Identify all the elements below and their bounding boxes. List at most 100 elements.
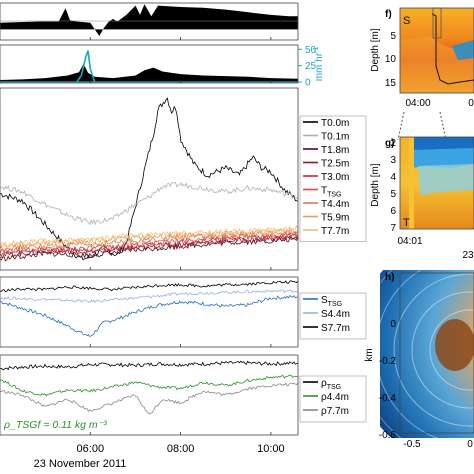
legend-entry: T2.5m bbox=[321, 159, 349, 170]
series-line bbox=[0, 233, 298, 257]
rain-panel-frame bbox=[0, 44, 299, 84]
panel-h-letter: h) bbox=[385, 272, 394, 283]
panel-f-ytick: 15 bbox=[385, 78, 397, 89]
temperature-panel: T0.0mT0.1mT1.8mT2.5mT3.0mTTSGT4.4mT5.9mT… bbox=[0, 87, 367, 271]
panel-f-ytick: 10 bbox=[385, 54, 397, 65]
panel-h-range-ring bbox=[411, 291, 474, 409]
panel-g-boundary bbox=[409, 137, 414, 229]
legend-box bbox=[299, 115, 367, 242]
panel-h-range-ring bbox=[393, 273, 474, 427]
density-panel-frame bbox=[0, 354, 299, 436]
panel-g-ytick: 6 bbox=[390, 206, 396, 217]
top-panel bbox=[0, 2, 299, 41]
temperature-lines bbox=[0, 97, 298, 262]
legend-entry: ρ7.7m bbox=[321, 406, 349, 417]
density-annotation: ρ_TSGf = 0.11 kg m⁻³ bbox=[3, 419, 107, 431]
legend-box bbox=[299, 375, 367, 423]
legend-entry: T1.8m bbox=[321, 145, 349, 156]
series-line bbox=[0, 230, 298, 255]
panel-f: f) S Depth [m] 5 10 15 04:00 0 bbox=[370, 7, 474, 141]
series-line bbox=[0, 295, 298, 338]
legend-entry: T0.1m bbox=[321, 132, 349, 143]
panel-f-zoom-guide bbox=[439, 111, 447, 141]
legend-entry: T4.4m bbox=[321, 199, 349, 210]
panel-h-ytick: -0.2 bbox=[379, 356, 397, 367]
time-tick-label: 08:00 bbox=[167, 443, 195, 455]
panel-g-ytick: 5 bbox=[390, 189, 396, 200]
top-panel-frame bbox=[0, 2, 299, 41]
legend-entry: T7.7m bbox=[321, 226, 349, 237]
rain-area-fill bbox=[0, 63, 298, 82]
top-area-fill bbox=[0, 4, 298, 37]
rain-ytick-label: 25 bbox=[305, 61, 317, 72]
panel-f-yticks: 5 10 15 bbox=[385, 31, 397, 89]
legend-entry: S4.4m bbox=[321, 309, 350, 320]
panel-g-ytick: 3 bbox=[390, 155, 396, 166]
panel-h-ytick: -0.6 bbox=[379, 430, 397, 441]
series-line bbox=[0, 224, 298, 247]
rain-ytick-label: 50 bbox=[305, 45, 317, 56]
panel-h-radar-image bbox=[380, 270, 474, 438]
series-line bbox=[0, 97, 298, 261]
panel-f-letter: f) bbox=[385, 9, 392, 20]
panel-g-extra-label: 23 bbox=[462, 250, 474, 261]
series-line bbox=[0, 280, 298, 293]
panel-f-xtick: 04:00 bbox=[405, 98, 430, 109]
panel-g-transition-layer bbox=[418, 164, 474, 195]
date-label: 23 November 2011 bbox=[34, 458, 127, 470]
panel-h-range-ring bbox=[429, 309, 474, 391]
panel-g-mix-layer bbox=[412, 148, 474, 168]
panel-h-echo-core bbox=[435, 319, 474, 371]
temperature-legend: T0.0mT0.1mT1.8mT2.5mT3.0mTTSGT4.4mT5.9mT… bbox=[299, 115, 367, 242]
series-line bbox=[0, 234, 298, 259]
panel-h-xtick: -0.5 bbox=[403, 439, 421, 450]
legend-box bbox=[299, 292, 367, 340]
panel-f-region-label: S bbox=[403, 15, 410, 27]
rain-panel: 0 25 50 mm hr-1 bbox=[0, 44, 325, 89]
panel-f-fresh-patch bbox=[452, 40, 474, 60]
panel-g-frame bbox=[399, 136, 474, 230]
series-line bbox=[0, 374, 298, 397]
rain-rate-line bbox=[76, 50, 96, 83]
panel-h-ylabel: km bbox=[364, 348, 375, 361]
time-axis: 06:00 08:00 10:00 bbox=[77, 37, 285, 455]
panel-g-region-label: T bbox=[403, 217, 410, 229]
panel-f-frame bbox=[399, 7, 474, 94]
rain-y-ticks: 0 25 50 bbox=[298, 45, 317, 89]
rain-unit-label: mm hr-1 bbox=[313, 47, 325, 82]
rain-ytick-label: 0 bbox=[305, 78, 311, 89]
panel-f-ytick: 5 bbox=[390, 31, 396, 42]
series-line bbox=[0, 229, 298, 251]
time-tick-label: 10:00 bbox=[257, 443, 285, 455]
legend-entry: T3.0m bbox=[321, 172, 349, 183]
panel-g-ytick: 4 bbox=[390, 172, 396, 183]
legend-entry: T5.9m bbox=[321, 213, 349, 224]
panel-g-letter: g) bbox=[385, 138, 394, 149]
panel-g-ytick: 7 bbox=[390, 223, 396, 234]
time-tick-label: 06:00 bbox=[77, 443, 105, 455]
panel-f-contour bbox=[431, 13, 474, 85]
panel-h: h) km 0 -0.2 -0.4 -0.6 -0.5 0 bbox=[364, 270, 474, 450]
legend-entry: S7.7m bbox=[321, 323, 350, 334]
panel-g-yticks: 2 3 4 5 6 7 bbox=[390, 138, 396, 234]
panel-f-ylabel: Depth [m] bbox=[370, 28, 381, 72]
series-line bbox=[0, 181, 298, 226]
panel-h-xtick: 0 bbox=[467, 439, 473, 450]
panel-f-xtick: 0 bbox=[468, 98, 474, 109]
temperature-panel-frame bbox=[0, 87, 299, 271]
series-line bbox=[0, 382, 298, 415]
panel-h-frame bbox=[399, 272, 474, 434]
panel-h-ytick: -0.4 bbox=[379, 393, 397, 404]
panel-f-zoom-guide bbox=[397, 111, 405, 141]
panel-h-yticks: 0 -0.2 -0.4 -0.6 bbox=[379, 319, 397, 441]
density-lines bbox=[0, 360, 298, 415]
series-line bbox=[0, 228, 298, 249]
legend-entry: T0.0m bbox=[321, 118, 349, 129]
legend-entry: ρ4.4m bbox=[321, 392, 349, 403]
salinity-panel-frame bbox=[0, 276, 299, 348]
